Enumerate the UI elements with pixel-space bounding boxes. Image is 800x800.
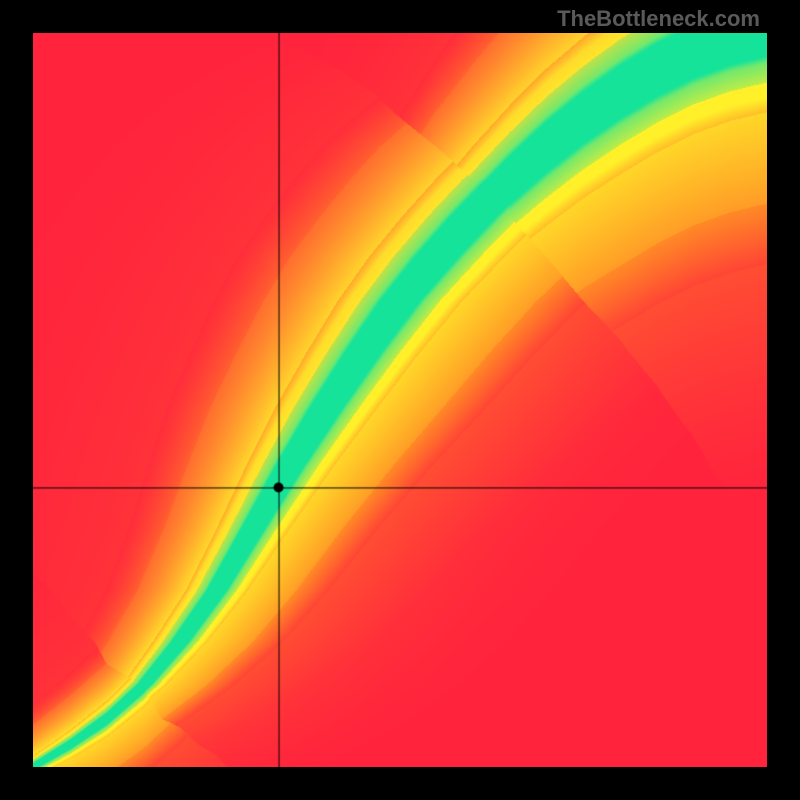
watermark-text: TheBottleneck.com <box>557 6 760 32</box>
heatmap-plot <box>33 33 767 767</box>
heatmap-canvas <box>33 33 767 767</box>
